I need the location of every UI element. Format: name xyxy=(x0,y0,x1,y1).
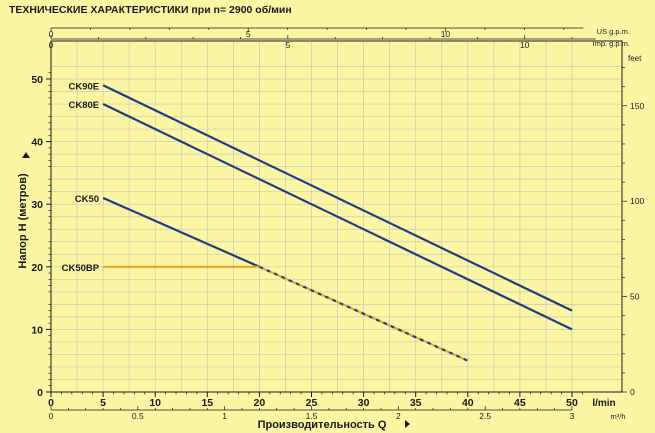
y-tick-label: 10 xyxy=(31,324,43,336)
feet-tick-label: 150 xyxy=(630,101,644,111)
imp-gpm-tick-label: 0 xyxy=(49,40,54,50)
m3h-tick-label: 0.5 xyxy=(132,411,144,421)
x-tick-label: 20 xyxy=(254,397,266,409)
curve-label-ck50: CK50 xyxy=(75,194,99,205)
x-tick-label: 15 xyxy=(201,397,213,409)
x-axis-label: Производительность Q xyxy=(258,419,387,431)
x-tick-label: 25 xyxy=(306,397,318,409)
series-line-ck50bp-dashed xyxy=(258,265,469,362)
x-tick-label: 35 xyxy=(410,397,422,409)
x-tick-label: 40 xyxy=(462,397,474,409)
m3h-tick-label: 2.5 xyxy=(479,411,491,421)
y-axis-arrow-icon xyxy=(22,152,30,158)
y-tick-label: 20 xyxy=(31,262,43,274)
imp-gpm-tick-label: 10 xyxy=(520,40,530,50)
us-gpm-tick-label: 0 xyxy=(49,29,54,39)
m3h-tick-label: 1.5 xyxy=(306,411,318,421)
m3h-tick-label: 1 xyxy=(222,411,227,421)
series-line-ck90e xyxy=(102,84,573,312)
y-tick-label: 50 xyxy=(31,74,43,86)
x-tick-label: 10 xyxy=(149,397,161,409)
chart-title: ТЕХНИЧЕСКИЕ ХАРАКТЕРИСТИКИ при n= 2900 о… xyxy=(9,4,292,16)
x-tick-label: 0 xyxy=(48,397,54,409)
y-tick-label: 0 xyxy=(37,387,43,399)
axes xyxy=(46,27,627,411)
feet-tick-label: 50 xyxy=(630,292,640,302)
x-tick-label: 50 xyxy=(566,397,578,409)
m3h-tick-label: 0 xyxy=(49,411,54,421)
series-line-ck80e xyxy=(102,103,573,331)
m3h-unit-label: m³/h xyxy=(611,412,626,421)
series-line-ck50 xyxy=(102,196,260,268)
us-gpm-tick-label: 5 xyxy=(246,29,251,39)
x-axis-arrow-icon xyxy=(405,420,410,428)
imp-gpm-unit-label: Imp. g.p.m. xyxy=(592,39,630,48)
imp-gpm-tick-label: 5 xyxy=(285,40,290,50)
curve-label-ck90e: CK90E xyxy=(68,81,99,92)
curve-label-ck50bp: CK50BP xyxy=(62,263,100,274)
us-gpm-tick-label: 10 xyxy=(441,29,451,39)
y-axis-label: Напор Н (метров) xyxy=(17,173,29,269)
x-tick-label: 45 xyxy=(514,397,526,409)
curve-label-ck80e: CK80E xyxy=(68,100,99,111)
x-tick-label: 5 xyxy=(100,397,106,409)
series-lines xyxy=(102,84,573,362)
us-gpm-unit-label: US g.p.m. xyxy=(597,27,630,36)
y-tick-label: 30 xyxy=(31,199,43,211)
y-tick-label: 40 xyxy=(31,137,43,149)
feet-tick-label: 0 xyxy=(630,387,635,397)
feet-tick-label: 100 xyxy=(630,196,644,206)
x-tick-label: 30 xyxy=(358,397,370,409)
series-line-ck50-dashed xyxy=(258,265,469,362)
m3h-tick-label: 3 xyxy=(570,411,575,421)
m3h-tick-label: 2 xyxy=(396,411,401,421)
feet-unit-label: feet xyxy=(628,54,642,63)
x-unit-label: l/min xyxy=(592,398,615,409)
